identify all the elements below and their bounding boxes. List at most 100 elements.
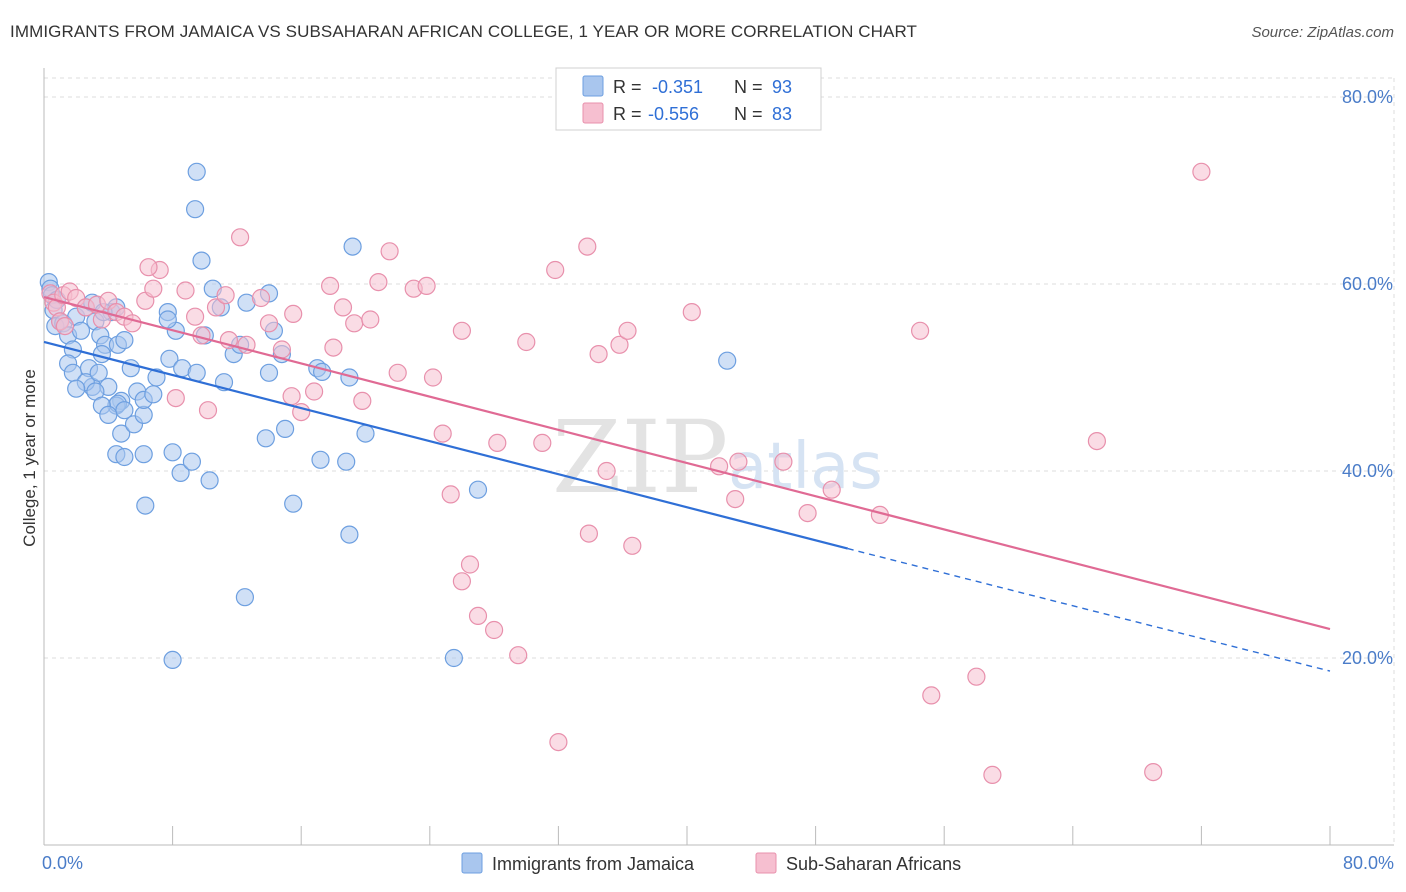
subsaharan-point (488, 433, 507, 452)
subsaharan-point (509, 646, 528, 665)
chart-title: IMMIGRANTS FROM JAMAICA VS SUBSAHARAN AF… (10, 22, 918, 41)
subsaharan-point (468, 606, 488, 626)
jamaica-point (136, 496, 155, 515)
jamaica-point (182, 452, 201, 471)
jamaica-trendline (43, 340, 849, 550)
x-tick-label: 0.0% (42, 853, 83, 873)
jamaica-point (115, 331, 134, 350)
subsaharan-point (166, 389, 185, 408)
subsaharan-point (452, 572, 471, 591)
jamaica-point (99, 405, 118, 424)
legend-n-value-1: 93 (772, 77, 792, 97)
subsaharan-trendline (43, 296, 1331, 631)
x-tick-label: 80.0% (1343, 853, 1394, 873)
subsaharan-point (546, 260, 565, 280)
subsaharan-point (729, 452, 748, 471)
y-tick-label: 40.0% (1342, 461, 1393, 481)
subsaharan-point (774, 452, 793, 471)
subsaharan-point (910, 321, 930, 340)
legend-r-label-1: R = (613, 77, 642, 97)
legend-swatch-blue (582, 75, 604, 97)
subsaharan-point (1087, 432, 1107, 451)
watermark-zip: ZIP (552, 399, 728, 516)
jamaica-point (311, 450, 330, 469)
legend-n-label-2: N = (734, 104, 763, 124)
subsaharan-point (822, 480, 841, 499)
subsaharan-point (251, 288, 271, 308)
subsaharan-point (139, 258, 158, 277)
subsaharan-point (589, 345, 608, 364)
subsaharan-point (305, 382, 324, 401)
subsaharan-point (144, 279, 163, 298)
subsaharan-point (798, 503, 817, 523)
subsaharan-point (578, 237, 597, 256)
legend-r-value-2: -0.556 (648, 104, 699, 124)
legend-r-label-2: R = (613, 104, 642, 124)
jamaica-point (284, 494, 303, 513)
legend-n-label-1: N = (734, 77, 763, 97)
jamaica-point (92, 345, 112, 364)
bottom-legend: Immigrants from Jamaica Sub-Saharan Afri… (461, 852, 961, 874)
jamaica-point (71, 321, 91, 340)
legend-r-value-1: -0.351 (652, 77, 703, 97)
subsaharan-point (618, 321, 637, 340)
subsaharan-point (284, 304, 303, 323)
legend-n-value-2: 83 (772, 104, 792, 124)
subsaharan-point (324, 338, 343, 357)
subsaharan-point (441, 485, 460, 504)
jamaica-point (200, 471, 219, 490)
subsaharan-point (272, 340, 291, 359)
jamaica-point (160, 349, 179, 368)
jamaica-point (115, 447, 134, 467)
subsaharan-point (369, 273, 388, 292)
jamaica-point (89, 363, 108, 382)
y-tick-label: 20.0% (1342, 648, 1393, 668)
jamaica-point (186, 200, 205, 219)
watermark: ZIP atlas (552, 399, 883, 516)
subsaharan-point (726, 490, 745, 509)
jamaica-point (187, 162, 206, 181)
subsaharan-point (176, 281, 195, 300)
jamaica-point (259, 363, 279, 382)
jamaica-point (340, 525, 359, 544)
bottom-legend-swatch-jamaica (461, 852, 483, 874)
subsaharan-point (460, 555, 480, 574)
jamaica-point (256, 429, 275, 448)
jamaica-point (468, 480, 488, 499)
subsaharan-point (417, 276, 436, 295)
y-tick-label: 60.0% (1342, 274, 1393, 294)
jamaica-point (192, 251, 211, 270)
subsaharan-point (549, 732, 568, 752)
subsaharan-point (388, 363, 407, 382)
subsaharan-point (922, 686, 941, 705)
axis-layer: 20.0% 40.0% 60.0% 80.0% 0.0% 80.0% (42, 68, 1394, 873)
y-tick-label: 80.0% (1342, 87, 1393, 107)
jamaica-point (356, 424, 375, 443)
jamaica-point (158, 310, 177, 329)
subsaharan-point (423, 368, 443, 387)
chart-source: Source: ZipAtlas.com (1251, 24, 1394, 41)
jamaica-point (163, 650, 182, 670)
subsaharan-point (610, 335, 629, 354)
jamaica-point (313, 362, 332, 381)
subsaharan-point (597, 461, 616, 481)
subsaharan-point (682, 303, 701, 322)
subsaharan-point (282, 387, 301, 406)
subsaharan-point (353, 391, 372, 410)
jamaica-point (171, 463, 190, 482)
bottom-legend-label-jamaica: Immigrants from Jamaica (492, 854, 695, 874)
subsaharan-point (517, 332, 536, 352)
jamaica-point (112, 424, 131, 443)
subsaharan-point (452, 321, 471, 340)
subsaharan-point (55, 317, 75, 336)
y-axis-title: College, 1 year or more (20, 369, 39, 547)
subsaharan-point (1144, 762, 1163, 782)
subsaharan-point (361, 310, 380, 329)
jamaica-point (163, 443, 182, 462)
jamaica-point (67, 379, 86, 398)
bottom-legend-label-subsaharan: Sub-Saharan Africans (786, 854, 961, 874)
subsaharan-point (433, 424, 452, 443)
watermark-atlas: atlas (728, 430, 883, 504)
subsaharan-point (321, 276, 340, 295)
